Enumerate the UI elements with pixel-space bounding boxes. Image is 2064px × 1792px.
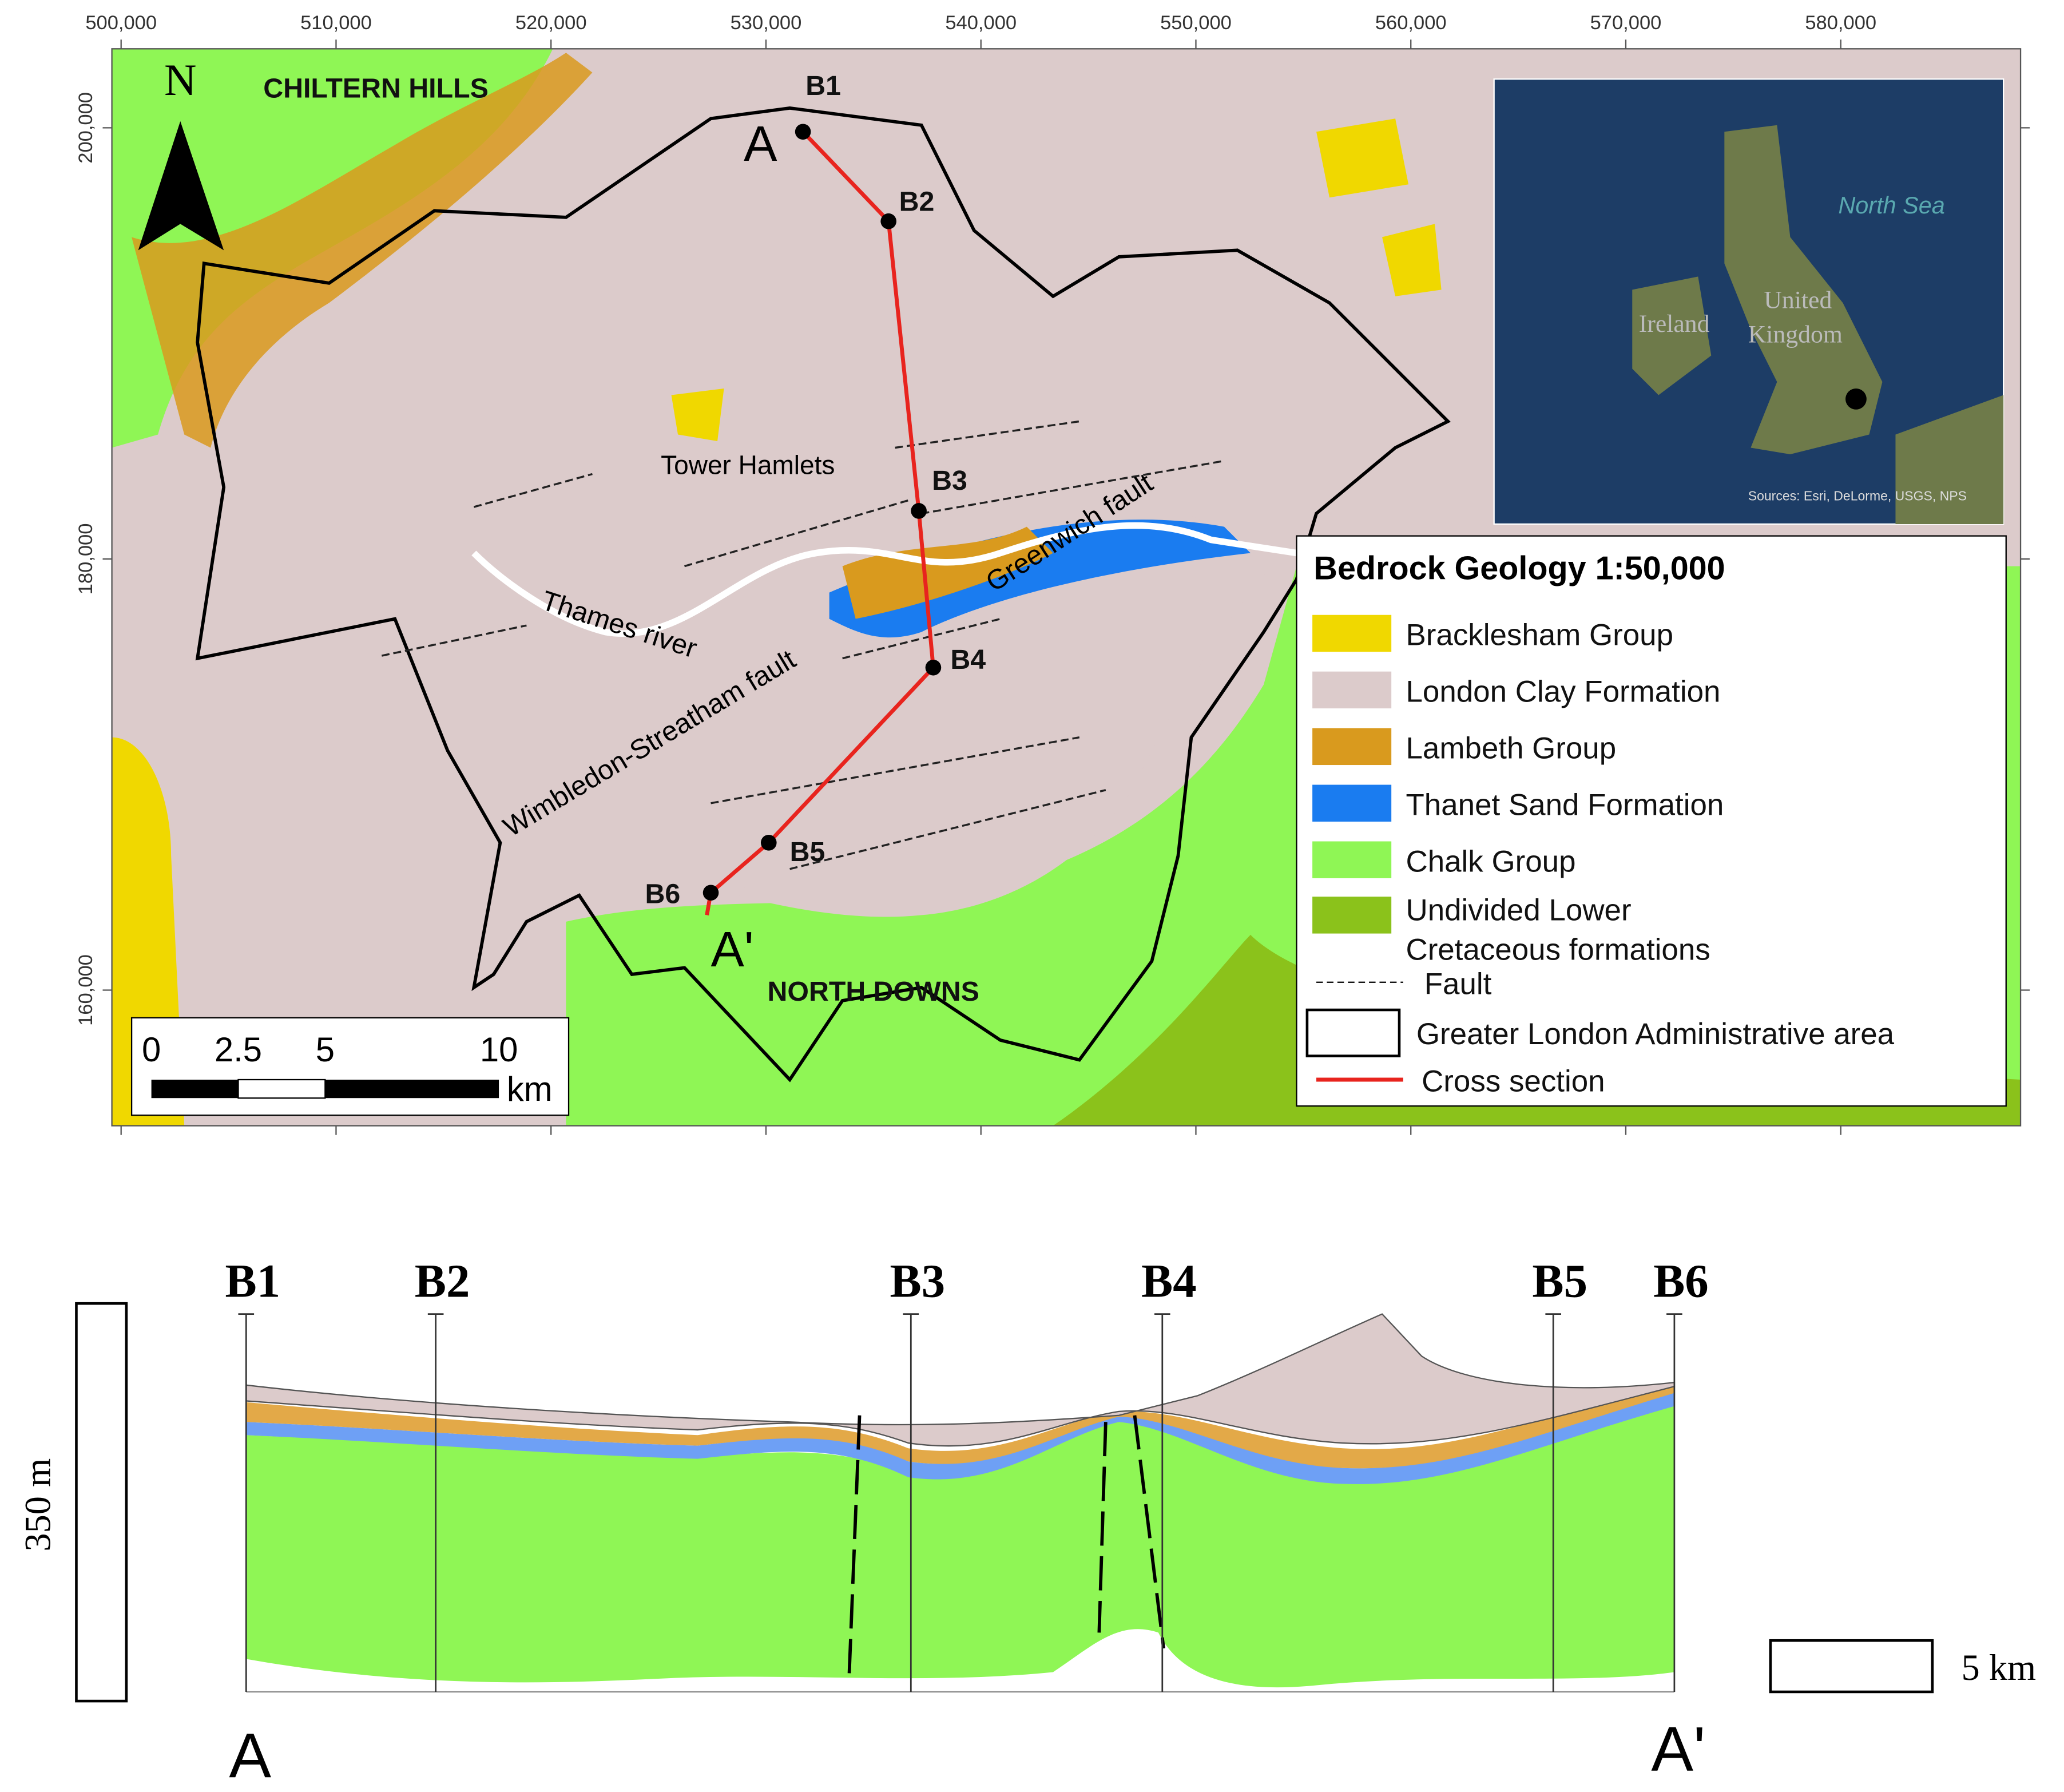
inset-map: North Sea Ireland United Kingdom Sources… [1493,78,2005,525]
borehole-label: B4 [1141,1255,1197,1307]
borehole-label: B5 [1532,1255,1587,1307]
thanet-sand [829,520,1251,638]
vertical-scale-box [75,1302,128,1703]
lambeth-north [132,53,593,448]
inset-label: Kingdom [1748,320,1843,348]
x-tick-label: 540,000 [945,12,1017,34]
chalk-layer [246,1402,1674,1688]
inset-gb [1724,125,1883,455]
greater-london-boundary [195,106,1451,1083]
inset-credit: Sources: Esri, DeLorme, USGS, NPS [1748,489,1967,503]
legend-label: Cross section [1422,1065,1605,1099]
vertical-scale-label: 350 m [17,1458,58,1552]
borehole-label: B2 [899,186,935,217]
map: N CHILTERN HILLS NORTH DOWNS Tower Hamle… [111,48,2022,1127]
horizontal-scale-box [1769,1639,1934,1694]
inset-europe [1895,395,2004,524]
inset-ireland [1632,276,1712,395]
borehole-label: B1 [805,70,841,101]
borehole-label: B1 [225,1255,280,1307]
scale-label: 5 [316,1030,335,1069]
section-end: A [229,1721,271,1791]
north-label: N [164,55,197,105]
x-tick-label: 580,000 [1805,12,1876,34]
lambeth-layer [246,1382,1674,1469]
scale-label: 10 [480,1030,518,1069]
legend-label: Thanet Sand Formation [1406,788,1724,822]
scale-label: 0 [142,1030,161,1069]
x-tick-label: 510,000 [300,12,372,34]
x-tick-label: 570,000 [1590,12,1662,34]
y-tick-label: 180,000 [75,524,97,595]
place-label: Tower Hamlets [661,450,835,480]
faults [381,420,1225,870]
legend-title: Bedrock Geology 1:50,000 [1313,550,1725,587]
north-arrow [138,121,224,251]
legend-label: Undivided Lower [1406,894,1631,927]
thames [471,522,1297,637]
legend-label: Fault [1424,967,1492,1001]
inset-label: United [1764,287,1832,314]
legend-label: Cretaceous formations [1406,933,1710,967]
borehole-label: B5 [790,836,825,867]
legend-label: Lambeth Group [1406,732,1616,766]
y-tick-label: 200,000 [75,92,97,164]
scale-bar: 0 2.5 5 10 km [130,1017,570,1116]
london-clay-layer [245,1313,1676,1447]
legend-label: Chalk Group [1406,845,1575,878]
legend-label: Bracklesham Group [1406,619,1673,652]
borehole-label: B6 [645,879,681,910]
x-tick-label: 520,000 [515,12,587,34]
legend-label: Greater London Administrative area [1416,1017,1895,1051]
section-end: A' [711,921,754,977]
x-tick-label: 500,000 [85,12,157,34]
x-tick-label: 560,000 [1375,12,1447,34]
section-end: A' [1651,1714,1705,1785]
scale-unit: km [507,1070,553,1108]
horizontal-scale-label: 5 km [1962,1647,2037,1688]
borehole-label: B3 [932,465,967,496]
cross-section: 350 m 5 km A A' [17,1302,2037,1791]
inset-label: Ireland [1639,310,1710,338]
place-label: NORTH DOWNS [767,976,979,1007]
borehole-label: B2 [415,1255,470,1307]
inset-label: North Sea [1838,192,1944,219]
inset-london [1845,388,1867,410]
scale-box [130,1017,570,1116]
x-tick-label: 550,000 [1160,12,1232,34]
section-end: A [744,116,777,172]
place-label: CHILTERN HILLS [263,73,489,104]
borehole-label: B6 [1653,1255,1709,1307]
thanet-layer [246,1389,1674,1484]
map-frame [111,48,2022,1127]
legend-label: London Clay Formation [1406,675,1720,709]
y-tick-label: 160,000 [75,954,97,1026]
bracklesham-patches [671,118,1442,441]
borehole-label: B3 [890,1255,945,1307]
borehole-lines [238,1313,1682,1692]
section-faults [847,1415,1165,1679]
legend: Bedrock Geology 1:50,000 Bracklesham Gro… [1296,535,2007,1107]
x-tick-label: 530,000 [731,12,802,34]
legend-box [1296,535,2007,1107]
borehole-dots [702,124,942,901]
borehole-label: B4 [950,644,986,675]
scale-label: 2.5 [215,1030,262,1069]
